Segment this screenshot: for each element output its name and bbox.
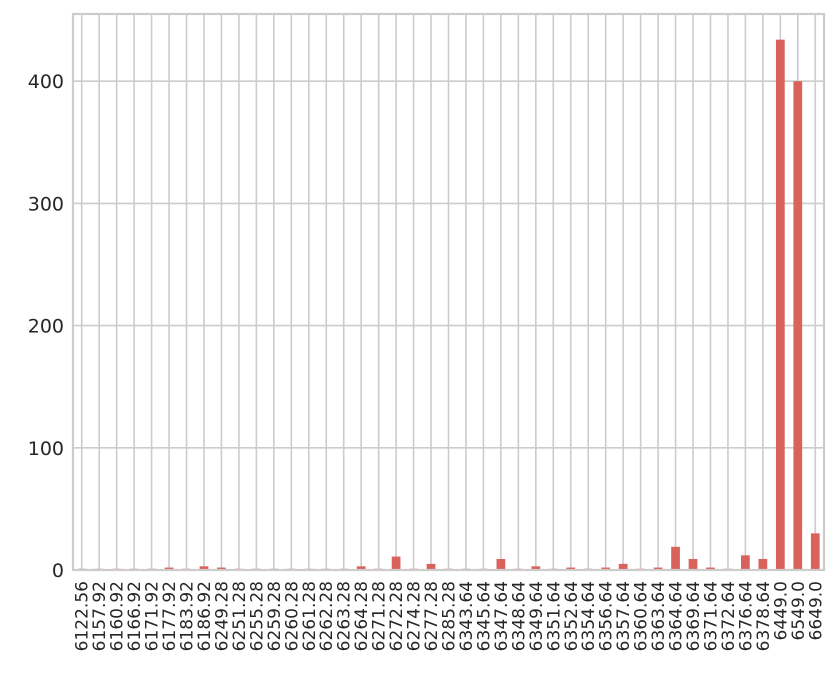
bar (199, 566, 209, 570)
y-tick-label: 400 (28, 71, 64, 93)
bar (426, 563, 436, 570)
x-tick-label: 6171.92 (143, 581, 163, 651)
x-tick-label: 6352.64 (562, 581, 582, 651)
x-tick-label: 6360.64 (632, 581, 652, 651)
bar (741, 555, 750, 570)
y-tick-labels: 0 100 200 300 400 (28, 71, 64, 582)
x-tick-label: 6369.64 (684, 581, 704, 651)
x-tick-label: 6160.92 (108, 581, 128, 651)
bar (706, 567, 715, 570)
x-tick-label: 6157.92 (90, 581, 110, 651)
bar (671, 546, 680, 570)
axes-frame (71, 12, 826, 572)
bar (531, 566, 541, 570)
x-tick-label: 6371.64 (701, 581, 721, 651)
bar (217, 567, 226, 570)
x-tick-label: 6549.0 (789, 581, 809, 640)
bar (688, 559, 698, 570)
bar (566, 567, 576, 570)
x-tick-label: 6343.64 (457, 581, 477, 651)
bar (164, 567, 174, 570)
x-tick-label: 6378.64 (754, 581, 774, 651)
bar (496, 559, 506, 570)
x-tick-label: 6372.64 (719, 581, 739, 651)
grid-layer (73, 14, 824, 571)
x-tick-label: 6354.64 (579, 581, 599, 651)
y-tick-label: 0 (52, 560, 64, 582)
x-tick-label: 6449.0 (771, 581, 791, 640)
x-tick-label: 6649.0 (806, 581, 826, 640)
x-tick-label: 6263.28 (335, 581, 355, 651)
x-tick-label: 6166.92 (125, 581, 145, 651)
x-tick-label: 6261.28 (300, 581, 320, 651)
bar (653, 567, 663, 570)
x-tick-label: 6272.28 (387, 581, 407, 651)
x-tick-label: 6255.28 (247, 581, 267, 651)
x-tick-label: 6364.64 (667, 581, 687, 651)
y-tick-label: 300 (28, 193, 64, 215)
x-tick-label: 6348.64 (509, 581, 529, 651)
x-tick-label: 6249.28 (212, 581, 232, 651)
bar (775, 39, 785, 570)
x-tick-label: 6251.28 (230, 581, 250, 651)
bar-layer (77, 39, 820, 570)
bar (356, 566, 366, 570)
x-tick-labels: 6122.566157.926160.926166.926171.926177.… (73, 581, 827, 651)
plot-frame (71, 12, 826, 572)
x-tick-label: 6357.64 (614, 581, 634, 651)
x-tick-label: 6177.92 (160, 581, 180, 651)
x-tick-label: 6264.28 (352, 581, 372, 651)
y-tick-label: 100 (28, 438, 64, 460)
x-tick-label: 6349.64 (527, 581, 547, 651)
bar (601, 567, 611, 570)
x-tick-label: 6363.64 (649, 581, 669, 651)
x-tick-label: 6274.28 (405, 581, 425, 651)
x-tick-label: 6376.64 (736, 581, 756, 651)
bar (391, 556, 401, 570)
x-tick-label: 6271.28 (370, 581, 390, 651)
bar (810, 533, 820, 570)
x-tick-label: 6285.28 (440, 581, 460, 651)
bar (618, 563, 628, 570)
x-tick-label: 6351.64 (544, 581, 564, 651)
bar (758, 559, 768, 570)
x-tick-label: 6347.64 (492, 581, 512, 651)
x-tick-label: 6183.92 (178, 581, 198, 651)
bar (793, 81, 803, 570)
x-tick-label: 6186.92 (195, 581, 215, 651)
x-tick-label: 6122.56 (73, 581, 93, 651)
x-tick-label: 6260.28 (282, 581, 302, 651)
x-tick-label: 6259.28 (265, 581, 285, 651)
x-tick-label: 6356.64 (597, 581, 617, 651)
x-tick-label: 6345.64 (474, 581, 494, 651)
x-tick-label: 6262.28 (317, 581, 337, 651)
x-tick-label: 6277.28 (422, 581, 442, 651)
y-tick-label: 200 (28, 316, 64, 338)
